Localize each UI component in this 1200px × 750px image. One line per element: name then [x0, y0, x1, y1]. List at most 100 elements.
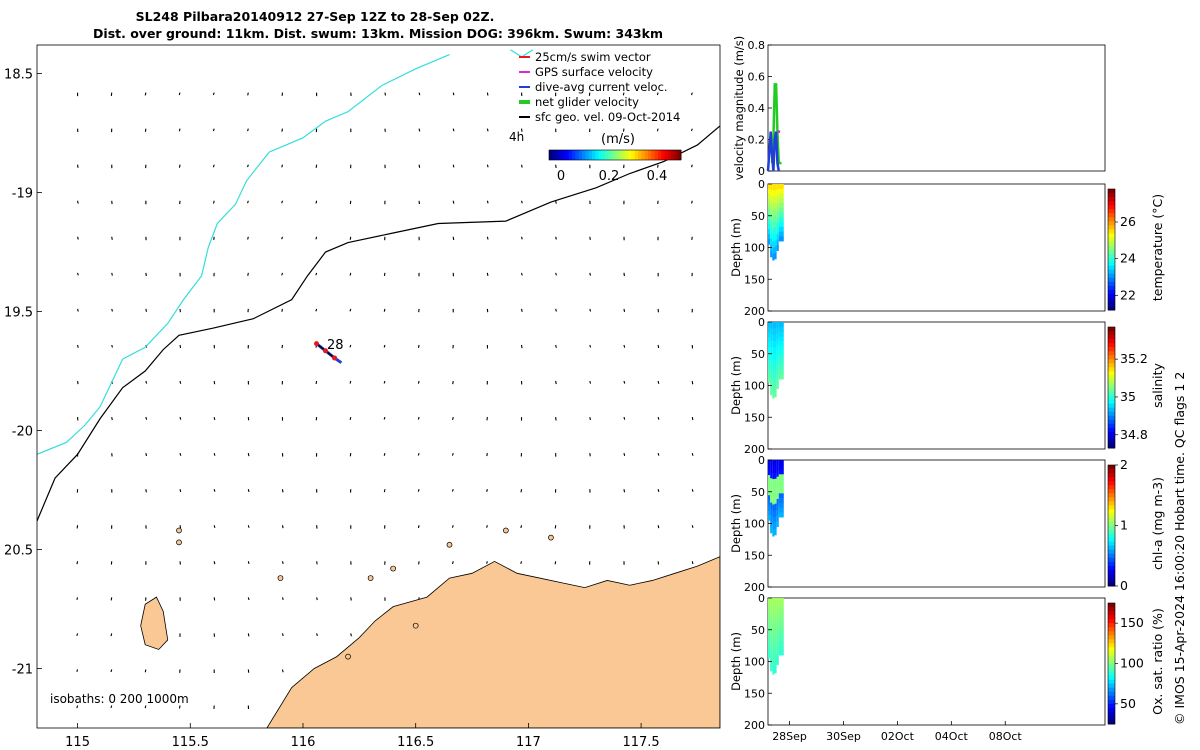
section-colorbar-tick-label: 2	[1120, 457, 1128, 472]
velocity-vector	[555, 344, 557, 348]
section-cell	[774, 384, 777, 391]
section-cell	[776, 217, 779, 224]
velocity-vector	[657, 380, 660, 384]
colorbar-cell	[634, 150, 639, 160]
colorbar-cell	[657, 150, 662, 160]
section-cell	[776, 482, 779, 489]
velocity-vector	[349, 416, 352, 421]
section-cell	[772, 379, 775, 386]
section-colorbar-label: salinity	[1150, 362, 1165, 407]
velocity-vector	[383, 380, 386, 384]
map-ytick-label: -20	[12, 425, 33, 440]
map-colorbar: 0 0.2 0.4 (m/s) 4h	[509, 130, 682, 184]
section-cell	[776, 338, 779, 345]
velocity-vector	[315, 272, 318, 276]
velocity-vector	[247, 128, 249, 132]
section-cell	[774, 635, 777, 643]
section-cell	[772, 360, 775, 367]
section-cell	[768, 347, 771, 353]
velocity-vector	[144, 669, 147, 673]
velocity-vector	[111, 416, 113, 421]
section-colorbar-label: chl-a (mg m-3)	[1150, 477, 1165, 570]
map-xtick-label: 116	[291, 735, 316, 750]
velocity-vector	[589, 272, 591, 276]
section-colorbar-cell	[1108, 489, 1115, 494]
velocity-vector	[315, 200, 318, 204]
velocity-vector	[623, 344, 626, 348]
section-cell	[770, 634, 773, 641]
section-cell	[768, 648, 771, 654]
velocity-vector	[589, 344, 592, 348]
velocity-vector	[213, 452, 216, 456]
section-colorbar-cell	[1108, 383, 1115, 388]
velocity-vector	[520, 272, 523, 276]
section-cell	[774, 491, 777, 498]
section-colorbar-cell	[1108, 703, 1115, 709]
velocity-ytick-label: 0.4	[748, 102, 766, 115]
section-cell	[774, 598, 777, 605]
section-cell	[778, 493, 784, 499]
section-cell	[770, 478, 773, 485]
section-colorbar-cell	[1108, 237, 1115, 242]
section-ytick-label: 200	[744, 305, 765, 318]
section-colorbar-cell	[1108, 505, 1115, 510]
velocity-vector	[179, 416, 182, 420]
section-cell	[778, 341, 784, 347]
section-cell	[770, 520, 773, 528]
colorbar-cell	[608, 150, 613, 160]
section-cell	[774, 629, 777, 636]
section-cell	[768, 214, 771, 220]
section-cell	[770, 340, 773, 347]
section-cell	[778, 369, 784, 375]
section-cell	[774, 346, 777, 354]
velocity-vector	[656, 92, 659, 96]
velocity-vector	[111, 236, 113, 240]
colorbar-cell	[555, 150, 560, 160]
section-cell	[774, 240, 777, 247]
section-cell	[776, 460, 779, 466]
section-cell	[768, 357, 771, 363]
section-colorbar-cell	[1108, 663, 1115, 669]
section-cell	[772, 385, 775, 393]
velocity-vector	[247, 525, 250, 528]
section-cell	[774, 472, 777, 480]
section-cell	[774, 516, 777, 523]
oxygen-section-panel: 0 50 100 150 200 Depth (m) 50 100 150 Ox. sat. ra…	[729, 592, 1165, 732]
colorbar-cell	[641, 150, 646, 160]
section-cell	[770, 220, 773, 227]
velocity-vector	[281, 236, 283, 240]
islet	[176, 539, 182, 546]
section-colorbar-cell	[1108, 281, 1115, 287]
section-cell	[778, 621, 784, 627]
velocity-vector	[281, 561, 284, 565]
section-cell	[776, 636, 779, 643]
section-colorbar-cell	[1108, 305, 1115, 311]
colorbar-cell	[631, 150, 636, 160]
colorbar-cell	[552, 150, 557, 160]
velocity-vector	[520, 200, 523, 204]
velocity-vector	[247, 272, 249, 276]
mainland	[266, 556, 720, 728]
colorbar-cell	[598, 150, 603, 160]
section-cell	[778, 631, 784, 637]
section-colorbar-cell	[1108, 411, 1115, 417]
velocity-vector	[247, 489, 250, 493]
section-cell	[774, 190, 777, 197]
velocity-vector	[76, 705, 79, 709]
colorbar-cell	[601, 150, 606, 160]
section-cell	[768, 460, 771, 466]
section-ytick-label: 150	[744, 687, 765, 700]
velocity-ytick-label: 0.8	[748, 39, 766, 52]
velocity-vector	[656, 164, 659, 168]
section-cell	[770, 610, 773, 617]
map-xtick-label: 116.5	[397, 735, 434, 750]
map-ytick-label: -21	[12, 663, 33, 678]
section-cell	[770, 628, 773, 635]
velocity-vector	[111, 272, 113, 276]
section-colorbar-cell	[1108, 675, 1115, 681]
section-ytick-label: 150	[744, 549, 765, 562]
section-cell	[776, 228, 779, 235]
section-colorbar-cell	[1108, 695, 1115, 701]
section-colorbar-cell	[1108, 245, 1115, 250]
section-cell	[772, 598, 775, 605]
